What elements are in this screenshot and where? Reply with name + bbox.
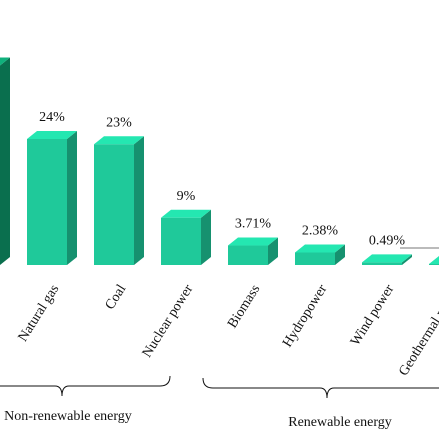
group-label: Renewable energy	[288, 415, 392, 430]
bar-top	[94, 136, 144, 145]
bar	[161, 217, 201, 265]
bar	[429, 263, 439, 265]
x-tick-label: Natural gas	[16, 282, 63, 344]
group-brace	[202, 377, 439, 399]
bar-top	[161, 209, 211, 218]
bar-top	[27, 131, 77, 139]
bar	[94, 144, 134, 265]
group-label: Non-renewable energy	[4, 409, 132, 424]
bar-top	[228, 237, 278, 246]
bar-side	[201, 209, 211, 265]
bar	[228, 245, 268, 265]
value-label: 0.49%	[369, 233, 406, 248]
bar-top	[295, 244, 345, 253]
bar	[27, 139, 67, 265]
value-label: 2.38%	[302, 224, 339, 239]
bar-side	[67, 131, 77, 265]
x-tick-label: Nuclear power	[140, 282, 197, 360]
bar-side	[0, 57, 10, 265]
x-tick-label: Wind power	[348, 282, 397, 349]
x-tick-label: Geothermal power	[396, 282, 439, 379]
bar-side	[268, 237, 278, 265]
group-brace	[0, 375, 171, 397]
value-label: 24%	[39, 110, 65, 125]
value-label: 9%	[177, 189, 196, 204]
bar-side	[134, 136, 144, 265]
bar-side	[335, 244, 345, 265]
bar	[362, 262, 402, 265]
bar-top	[429, 255, 439, 264]
value-label: 23%	[106, 115, 132, 130]
value-label: 3.71%	[235, 217, 272, 232]
bar-top	[362, 254, 412, 263]
x-tick-label: Biomass	[225, 282, 263, 331]
x-tick-label: Coal	[103, 282, 130, 312]
x-tick-label: Hydropower	[280, 282, 330, 350]
bar-side	[402, 254, 412, 265]
bar	[295, 252, 335, 265]
bar-top	[0, 57, 10, 66]
